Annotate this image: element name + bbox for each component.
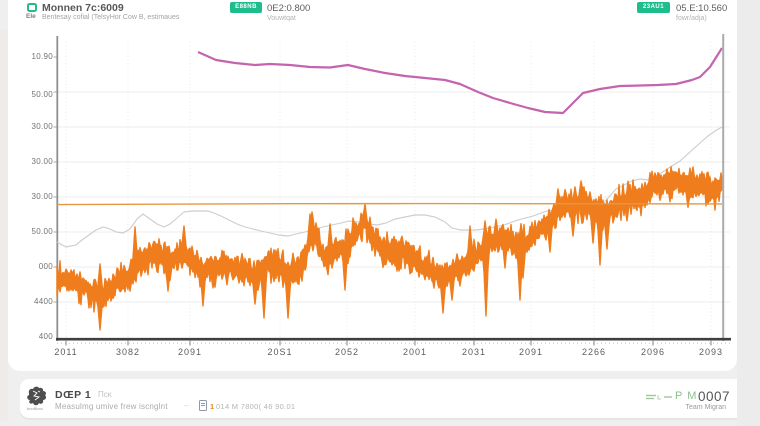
svg-text:bnnBkan: bnnBkan [27,406,43,411]
